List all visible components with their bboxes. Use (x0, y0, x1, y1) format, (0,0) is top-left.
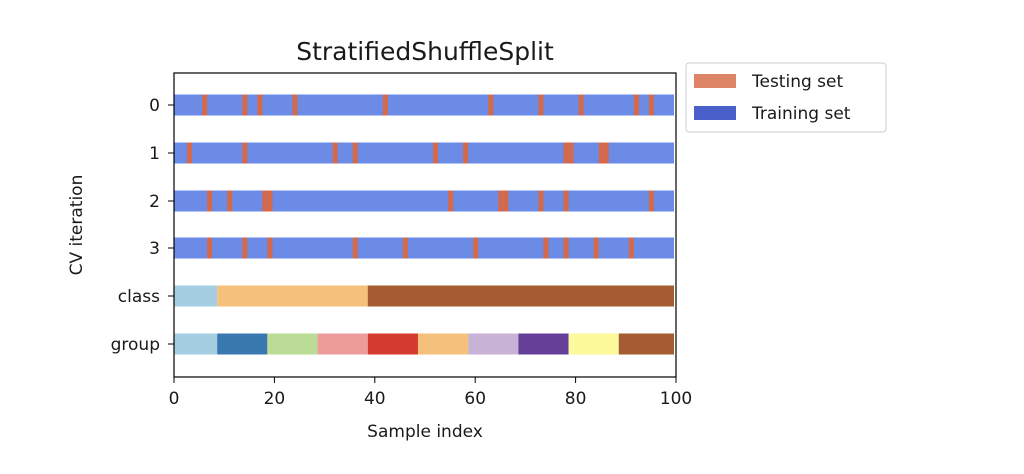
y-axis: 0 1 2 3 class group (111, 96, 174, 355)
test-sample-mark (332, 142, 338, 164)
training-bar (174, 142, 674, 164)
test-sample-mark (227, 190, 233, 212)
test-sample-mark (563, 190, 569, 212)
test-sample-mark (543, 237, 549, 259)
test-sample-mark (267, 190, 273, 212)
training-bar (174, 237, 674, 259)
test-sample-mark (578, 94, 584, 116)
test-sample-mark (242, 142, 248, 164)
test-sample-mark (568, 142, 574, 164)
test-sample-mark (382, 94, 388, 116)
x-tick-label: 0 (169, 389, 180, 409)
group-segment (468, 333, 519, 355)
chart-title: StratifiedShuffleSplit (296, 37, 554, 66)
test-sample-mark (448, 190, 454, 212)
group-segment (317, 333, 368, 355)
x-tick-label: 100 (660, 389, 692, 409)
legend-label-testing: Testing set (751, 72, 843, 92)
test-sample-mark (262, 190, 268, 212)
class-segment (174, 285, 218, 307)
x-tick-label: 80 (565, 389, 587, 409)
y-tick-label: 0 (149, 96, 160, 116)
group-segment (568, 333, 619, 355)
test-sample-mark (207, 190, 213, 212)
test-sample-mark (473, 237, 479, 259)
group-segment (417, 333, 469, 355)
test-sample-mark (242, 237, 248, 259)
y-tick-label: group (111, 335, 160, 355)
test-sample-mark (538, 94, 544, 116)
y-tick-label: class (118, 287, 160, 307)
group-segment (367, 333, 418, 355)
legend-label-training: Training set (751, 104, 851, 124)
test-sample-mark (488, 94, 494, 116)
test-sample-mark (648, 190, 654, 212)
group-segment (217, 333, 268, 355)
test-sample-mark (633, 94, 639, 116)
group-segment (174, 333, 218, 355)
test-sample-mark (402, 237, 408, 259)
test-sample-mark (538, 190, 544, 212)
x-axis: 0 20 40 60 80 100 (169, 377, 692, 409)
x-tick-label: 20 (264, 389, 286, 409)
class-segment (367, 285, 674, 307)
legend-swatch-training (694, 106, 736, 120)
x-axis-label: Sample index (367, 422, 483, 442)
test-sample-mark (202, 94, 208, 116)
y-tick-label: 3 (149, 239, 160, 259)
training-bar (174, 94, 674, 116)
training-bar (174, 190, 674, 212)
group-segment (518, 333, 569, 355)
test-sample-mark (352, 237, 358, 259)
test-sample-mark (292, 94, 298, 116)
legend: Testing set Training set (685, 62, 887, 133)
test-sample-mark (603, 142, 609, 164)
test-sample-mark (433, 142, 439, 164)
x-tick-label: 40 (364, 389, 386, 409)
legend-swatch-testing (694, 74, 736, 88)
x-tick-label: 60 (464, 389, 486, 409)
test-sample-mark (563, 237, 569, 259)
y-axis-label: CV iteration (67, 175, 87, 276)
test-sample-mark (503, 190, 509, 212)
test-sample-mark (352, 142, 358, 164)
test-sample-mark (242, 94, 248, 116)
test-sample-mark (187, 142, 193, 164)
test-sample-mark (498, 190, 504, 212)
test-sample-mark (593, 237, 599, 259)
class-segment (217, 285, 368, 307)
test-sample-mark (257, 94, 263, 116)
test-sample-mark (267, 237, 273, 259)
axes-frame (173, 72, 677, 378)
group-segment (267, 333, 318, 355)
y-tick-label: 2 (149, 192, 160, 212)
test-sample-mark (463, 142, 469, 164)
test-sample-mark (563, 142, 569, 164)
test-sample-mark (207, 237, 213, 259)
test-sample-mark (648, 94, 654, 116)
y-tick-label: 1 (149, 144, 160, 164)
test-sample-mark (598, 142, 604, 164)
plot-area (174, 94, 674, 355)
test-sample-mark (628, 237, 634, 259)
group-segment (618, 333, 674, 355)
